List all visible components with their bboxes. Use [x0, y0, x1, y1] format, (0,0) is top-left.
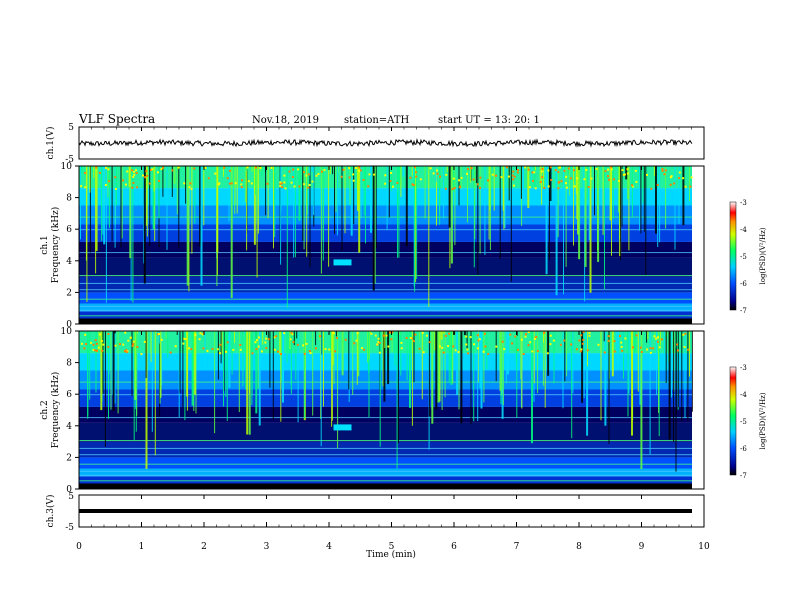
- ch2-colorbar-tick: -6: [740, 445, 747, 453]
- ch1-waveform-ylabel: ch.1(V): [45, 127, 56, 160]
- ch1-spectrogram-ylabel-frequency: Frequency (kHz): [50, 207, 61, 284]
- ch1-colorbar-label: log(PSD)(V²/Hz): [759, 227, 767, 284]
- figure-title: VLF Spectra: [78, 112, 155, 126]
- ch1-spectrogram-panel: 0 2 4 6 8 10 ch.1 Frequency (kHz) -3 -4 -5 -6 -7 …: [40, 162, 767, 330]
- ch2-spectrogram-ylabel-channel: ch.2: [40, 400, 50, 419]
- ch1-spec-ytick-label: 6: [66, 225, 72, 235]
- ch2-colorbar-tick: -7: [740, 472, 747, 480]
- ch1-spec-ytick-label: 10: [61, 162, 73, 172]
- time-tick-label: 5: [389, 542, 395, 552]
- ch2-spec-ytick-label: 4: [66, 422, 72, 432]
- ch1-spec-ytick-label: 4: [66, 257, 72, 267]
- ch1-colorbar-tick: -6: [740, 280, 747, 288]
- ch2-colorbar-bar: [729, 366, 737, 476]
- ch2-spec-ytick-label: 6: [66, 390, 72, 400]
- ch1-colorbar-bar: [729, 201, 737, 311]
- ch1-waveform-panel: 5 -5 ch.1(V): [45, 123, 705, 165]
- ch2-spectrogram-panel: 0 2 4 6 8 10 ch.2 Frequency (kHz) -3 -4 -5 -6 -7 …: [40, 327, 767, 495]
- ch2-colorbar-label: log(PSD)(V²/Hz): [759, 392, 767, 449]
- ch3-waveform-panel: 5 -5 ch.3(V): [45, 492, 705, 533]
- time-tick-label: 3: [264, 542, 270, 552]
- time-tick-label: 2: [201, 542, 207, 552]
- ch1-waveform-frame: [78, 126, 705, 160]
- date-label: Nov.18, 2019: [252, 115, 319, 126]
- time-tick-label: 6: [451, 542, 457, 552]
- ch1-spectrogram-ylabel-channel: ch.1: [40, 235, 50, 254]
- ch1-spec-ytick-label: 0: [66, 320, 72, 330]
- ch1-ytick-bottom: -5: [65, 155, 74, 165]
- time-tick-label: 0: [76, 542, 82, 552]
- ch1-spectrogram-image: [79, 166, 704, 324]
- time-tick-label: 8: [576, 542, 582, 552]
- station-label: station=ATH: [344, 115, 410, 126]
- ch2-spec-ytick-label: 10: [61, 327, 73, 337]
- time-tick-label: 7: [514, 542, 520, 552]
- ch1-spec-ytick-label: 8: [66, 194, 72, 204]
- ch1-ytick-top: 5: [68, 123, 74, 133]
- ch1-colorbar-tick: -3: [740, 199, 747, 207]
- ch1-colorbar-tick: -5: [740, 253, 747, 261]
- ch1-spec-ytick-label: 2: [66, 288, 72, 298]
- ch2-colorbar: -3 -4 -5 -6 -7 log(PSD)(V²/Hz): [729, 364, 767, 480]
- start-time-label: start UT = 13: 20: 1: [438, 115, 540, 126]
- time-tick-label: 10: [698, 542, 710, 552]
- ch2-colorbar-tick: -3: [740, 364, 747, 372]
- ch3-ytick-top: 5: [68, 492, 74, 502]
- ch1-colorbar: -3 -4 -5 -6 -7 log(PSD)(V²/Hz): [729, 199, 767, 315]
- ch2-spectrogram-ylabel-frequency: Frequency (kHz): [50, 372, 61, 449]
- ch1-colorbar-tick: -7: [740, 307, 747, 315]
- ch1-waveform-trace: [78, 138, 693, 148]
- ch2-colorbar-tick: -4: [740, 391, 747, 399]
- ch3-ytick-bottom: -5: [65, 523, 74, 533]
- ch2-spec-ytick-label: 0: [66, 485, 72, 495]
- ch2-spec-ytick-label: 8: [66, 359, 72, 369]
- time-axis-label: Time (min): [366, 549, 416, 560]
- time-tick-label: 4: [326, 542, 332, 552]
- ch2-spec-ytick-label: 2: [66, 453, 72, 463]
- ch2-colorbar-tick: -5: [740, 418, 747, 426]
- ch2-spectrogram-image: [79, 331, 704, 489]
- time-tick-label: 1: [139, 542, 145, 552]
- ch3-waveform-ylabel: ch.3(V): [45, 495, 56, 528]
- ch1-colorbar-tick: -4: [740, 226, 747, 234]
- ch3-waveform-trace: [79, 509, 692, 513]
- time-tick-label: 9: [639, 542, 645, 552]
- time-axis: 0 1 2 3 4 5 6 7 8 9 10: [76, 127, 710, 552]
